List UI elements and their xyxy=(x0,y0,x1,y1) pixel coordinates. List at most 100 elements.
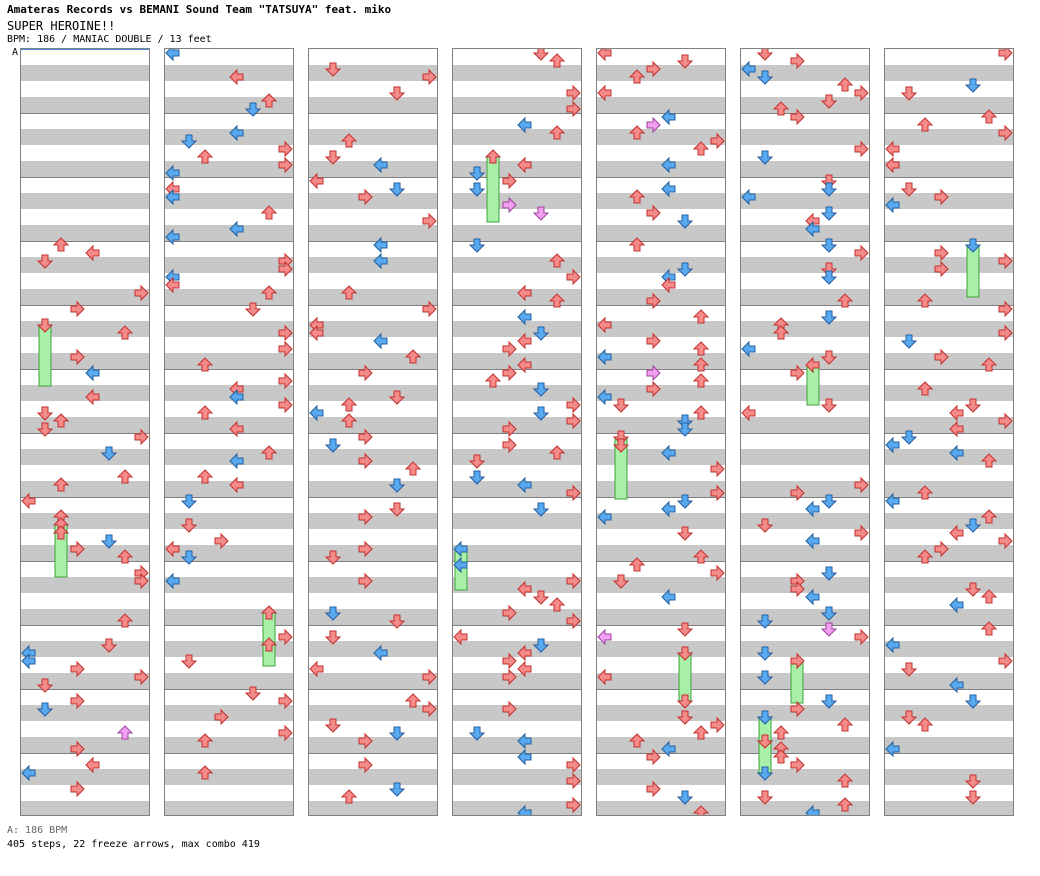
step-arrow xyxy=(661,108,676,126)
measure-line xyxy=(741,561,869,562)
step-arrow xyxy=(70,540,85,558)
step-arrow xyxy=(612,398,630,413)
step-arrow xyxy=(214,708,229,726)
step-arrow xyxy=(998,252,1013,270)
step-arrow xyxy=(597,316,612,334)
step-arrow xyxy=(756,734,774,749)
measure-line xyxy=(309,497,437,498)
step-arrow xyxy=(517,476,532,494)
step-arrow xyxy=(517,804,532,815)
note-layer xyxy=(453,49,581,815)
step-arrow xyxy=(260,445,278,460)
step-arrow xyxy=(661,588,676,606)
step-arrow xyxy=(741,340,756,358)
step-arrow xyxy=(756,49,774,61)
step-arrow xyxy=(214,532,229,550)
step-arrow xyxy=(676,214,694,229)
step-arrow xyxy=(964,790,982,805)
step-arrow xyxy=(790,108,805,126)
bpm-marker-line xyxy=(20,49,150,50)
step-arrow xyxy=(517,580,532,598)
step-arrow xyxy=(116,613,134,628)
measure-line xyxy=(741,369,869,370)
step-arrow xyxy=(517,356,532,374)
step-arrow xyxy=(100,638,118,653)
step-arrow xyxy=(692,309,710,324)
step-arrow xyxy=(854,244,869,262)
measure-line xyxy=(453,561,581,562)
step-arrow xyxy=(772,101,790,116)
step-arrow xyxy=(885,492,900,510)
step-arrow xyxy=(646,748,661,766)
step-arrow xyxy=(229,476,244,494)
step-arrow xyxy=(52,413,70,428)
measure-line xyxy=(885,113,1013,114)
step-arrow xyxy=(85,756,100,774)
step-arrow xyxy=(854,628,869,646)
step-arrow xyxy=(70,780,85,798)
step-arrow xyxy=(388,390,406,405)
step-arrow xyxy=(532,590,550,605)
step-arrow xyxy=(566,772,581,790)
step-arrow xyxy=(422,68,437,86)
step-arrow xyxy=(566,484,581,502)
chart-column xyxy=(740,48,870,816)
measure-line xyxy=(453,241,581,242)
step-arrow xyxy=(741,60,756,78)
step-arrow xyxy=(820,494,838,509)
step-arrow xyxy=(916,293,934,308)
measure-line xyxy=(453,113,581,114)
step-arrow xyxy=(964,774,982,789)
step-arrow xyxy=(964,582,982,597)
measure-line xyxy=(309,113,437,114)
step-arrow xyxy=(741,188,756,206)
measure-line xyxy=(165,753,293,754)
step-arrow xyxy=(517,332,532,350)
measure-line xyxy=(309,305,437,306)
step-arrow xyxy=(710,132,725,150)
step-arrow xyxy=(964,398,982,413)
step-arrow xyxy=(468,238,486,253)
step-arrow xyxy=(70,660,85,678)
step-arrow xyxy=(756,614,774,629)
step-arrow xyxy=(628,557,646,572)
step-arrow xyxy=(820,622,838,637)
measure-line xyxy=(597,689,725,690)
measure-line xyxy=(885,561,1013,562)
step-arrow xyxy=(676,414,694,429)
step-arrow xyxy=(885,140,900,158)
step-arrow xyxy=(661,740,676,758)
measure-line xyxy=(21,369,149,370)
step-arrow xyxy=(422,212,437,230)
step-arrow xyxy=(836,77,854,92)
step-arrow xyxy=(358,364,373,382)
step-arrow xyxy=(646,204,661,222)
step-arrow xyxy=(820,238,838,253)
step-arrow xyxy=(916,485,934,500)
step-arrow xyxy=(468,182,486,197)
measure-line xyxy=(453,433,581,434)
step-arrow xyxy=(998,324,1013,342)
step-arrow xyxy=(340,397,358,412)
step-arrow xyxy=(309,172,324,190)
step-arrow xyxy=(388,86,406,101)
step-arrow xyxy=(934,244,949,262)
step-arrow xyxy=(165,276,180,294)
step-arrow xyxy=(70,348,85,366)
step-arrow xyxy=(21,492,36,510)
step-arrow xyxy=(661,444,676,462)
step-arrow xyxy=(949,420,964,438)
step-arrow xyxy=(772,725,790,740)
step-arrow xyxy=(196,149,214,164)
measure-line xyxy=(165,113,293,114)
step-arrow xyxy=(517,156,532,174)
step-arrow xyxy=(278,340,293,358)
step-arrow xyxy=(517,732,532,750)
step-arrow xyxy=(566,412,581,430)
step-arrow xyxy=(324,62,342,77)
step-arrow xyxy=(756,670,774,685)
step-arrow xyxy=(692,141,710,156)
step-arrow xyxy=(597,49,612,62)
step-arrow xyxy=(885,436,900,454)
step-arrow xyxy=(165,572,180,590)
